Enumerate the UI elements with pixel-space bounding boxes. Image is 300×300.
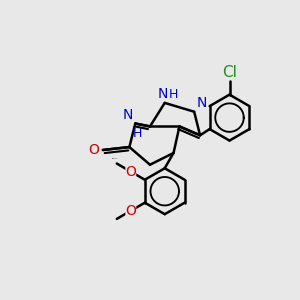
Text: N: N <box>158 86 168 100</box>
Text: O: O <box>125 204 136 218</box>
Text: H: H <box>168 88 178 100</box>
Text: methoxy: methoxy <box>112 158 119 159</box>
Text: N: N <box>196 96 207 110</box>
Text: N: N <box>122 108 133 122</box>
Text: O: O <box>88 143 99 157</box>
Text: O: O <box>125 165 136 178</box>
Text: H: H <box>133 127 142 140</box>
Text: Cl: Cl <box>222 65 237 80</box>
